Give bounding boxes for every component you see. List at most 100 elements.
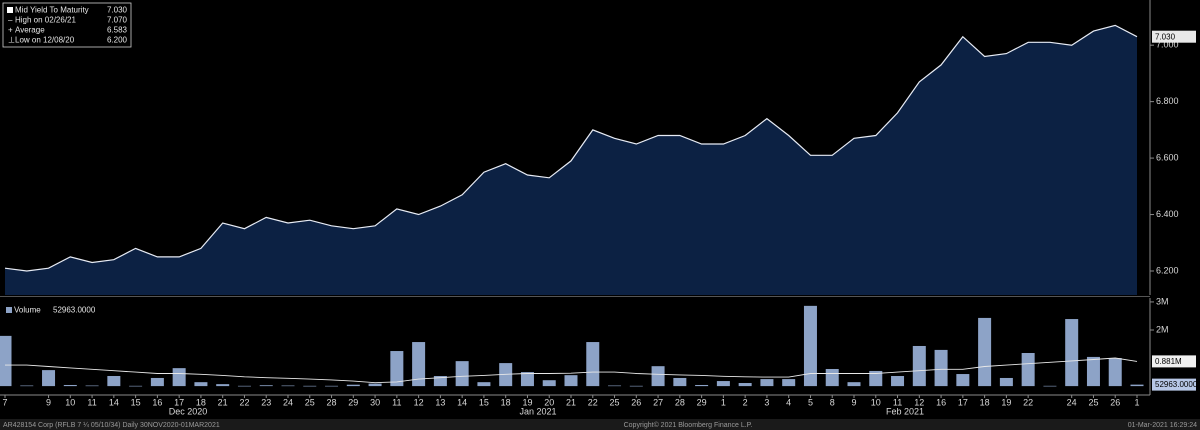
volume-bar bbox=[150, 377, 164, 387]
x-tick-label: 3 bbox=[764, 397, 769, 407]
area-fill bbox=[5, 25, 1137, 296]
volume-bar bbox=[825, 368, 839, 387]
legend-name: Average bbox=[15, 26, 45, 35]
footer-left: AR428154 Corp (RFLB 7 ¼ 05/10/34) Daily … bbox=[3, 422, 220, 429]
x-tick-label: 21 bbox=[218, 397, 228, 407]
x-tick-label: 24 bbox=[283, 397, 293, 407]
legend-value: 6.200 bbox=[107, 36, 128, 45]
last-value-box: 52963.0000 bbox=[1152, 378, 1198, 391]
legend: Volume 52963.0000 bbox=[6, 306, 96, 315]
x-tick-label: 12 bbox=[914, 397, 924, 407]
y-tick-label: 6.600 bbox=[1156, 152, 1179, 162]
x-tick-label: 11 bbox=[87, 397, 96, 407]
x-tick-label: 1 bbox=[1134, 397, 1139, 407]
legend: Mid Yield To Maturity 7.030 – High on 02/26… bbox=[2, 2, 132, 48]
x-tick-label: 12 bbox=[414, 397, 424, 407]
x-tick-label: 9 bbox=[46, 397, 51, 407]
x-tick-label: 9 bbox=[851, 397, 856, 407]
volume-bar bbox=[455, 361, 469, 387]
x-tick-label: 11 bbox=[893, 397, 902, 407]
volume-bar bbox=[891, 376, 905, 387]
volume-bar bbox=[847, 382, 861, 387]
volume-bar bbox=[738, 383, 752, 387]
x-tick-label: 18 bbox=[196, 397, 206, 407]
volume-bar bbox=[281, 385, 295, 387]
x-tick-label: 21 bbox=[566, 397, 576, 407]
volume-bar bbox=[629, 385, 643, 387]
last-value-box: 0.881M bbox=[1152, 355, 1196, 368]
volume-bar bbox=[934, 349, 948, 387]
volume-bar bbox=[520, 372, 534, 387]
y-tick-label: 2M bbox=[1156, 324, 1169, 334]
volume-bar bbox=[390, 351, 404, 387]
volume-bar bbox=[237, 385, 251, 387]
x-tick-label: 29 bbox=[697, 397, 707, 407]
x-tick-label: 18 bbox=[501, 397, 511, 407]
volume-bar bbox=[608, 385, 622, 387]
x-tick-label: 27 bbox=[653, 397, 663, 407]
x-tick-label: 1 bbox=[721, 397, 726, 407]
volume-bar bbox=[1086, 356, 1100, 387]
x-tick-label: 13 bbox=[435, 397, 445, 407]
x-tick-label: 5 bbox=[808, 397, 813, 407]
legend-swatch bbox=[7, 7, 13, 13]
x-tick-label: 10 bbox=[871, 397, 881, 407]
x-tick-label: 23 bbox=[261, 397, 271, 407]
volume-bar bbox=[477, 382, 491, 387]
x-tick-label: 22 bbox=[1023, 397, 1033, 407]
last-value-box: 7.030 bbox=[1152, 30, 1196, 43]
last-value-label: 52963.0000 bbox=[1155, 380, 1198, 389]
x-tick-label: 19 bbox=[1001, 397, 1011, 407]
x-tick-label: 8 bbox=[830, 397, 835, 407]
area-line bbox=[4, 24, 1138, 272]
volume-bar bbox=[782, 379, 796, 387]
month-label: Jan 2021 bbox=[519, 406, 556, 416]
volume-bar bbox=[63, 384, 77, 387]
x-tick-label: 2 bbox=[743, 397, 748, 407]
x-tick-label: 22 bbox=[239, 397, 249, 407]
legend-icon: ⊥ bbox=[8, 36, 15, 45]
volume-bar bbox=[325, 385, 339, 387]
legend-name: High on 02/26/21 bbox=[15, 16, 76, 25]
volume-bar bbox=[542, 380, 556, 387]
last-value-bg bbox=[1152, 378, 1196, 391]
footer-bar bbox=[0, 419, 1200, 430]
volume-bar bbox=[259, 385, 273, 387]
y-tick-label: 6.200 bbox=[1156, 265, 1179, 275]
legend-value: 7.070 bbox=[107, 16, 128, 25]
last-value-label: 7.030 bbox=[1155, 32, 1176, 41]
x-tick-label: 17 bbox=[174, 397, 184, 407]
x-tick-label: 14 bbox=[457, 397, 467, 407]
y-tick-label: 3M bbox=[1156, 296, 1169, 306]
volume-bar bbox=[194, 382, 208, 387]
volume-bar bbox=[346, 384, 360, 387]
volume-bar bbox=[760, 379, 774, 387]
volume-bar bbox=[107, 376, 121, 387]
volume-bar bbox=[999, 377, 1013, 387]
volume-bar bbox=[564, 375, 578, 387]
legend-icon: – bbox=[8, 16, 13, 25]
month-label: Dec 2020 bbox=[169, 406, 208, 416]
volume-bar bbox=[803, 305, 817, 387]
volume-bar bbox=[651, 366, 665, 387]
last-value-bg bbox=[1152, 355, 1196, 368]
legend-name: Low on 12/08/20 bbox=[15, 36, 75, 45]
volume-bar bbox=[956, 374, 970, 387]
last-value-bg bbox=[1152, 30, 1196, 43]
volume-bar bbox=[716, 381, 730, 387]
x-tick-label: 19 bbox=[522, 397, 532, 407]
footer-right: 01-Mar-2021 16:29:24 bbox=[1128, 422, 1197, 429]
volume-bar bbox=[20, 385, 34, 387]
volume-bar bbox=[869, 370, 883, 387]
x-tick-label: 25 bbox=[610, 397, 620, 407]
legend-value: 6.583 bbox=[107, 26, 128, 35]
volume-bar bbox=[216, 384, 230, 387]
x-tick-label: 26 bbox=[1110, 397, 1120, 407]
y-tick-label: 7.000 bbox=[1156, 40, 1179, 50]
volume-bar bbox=[412, 342, 426, 387]
x-tick-label: 24 bbox=[1067, 397, 1077, 407]
legend-box bbox=[2, 2, 132, 48]
volume-bar bbox=[1043, 385, 1057, 387]
legend-name: Volume bbox=[14, 306, 41, 315]
x-tick-label: 10 bbox=[65, 397, 75, 407]
